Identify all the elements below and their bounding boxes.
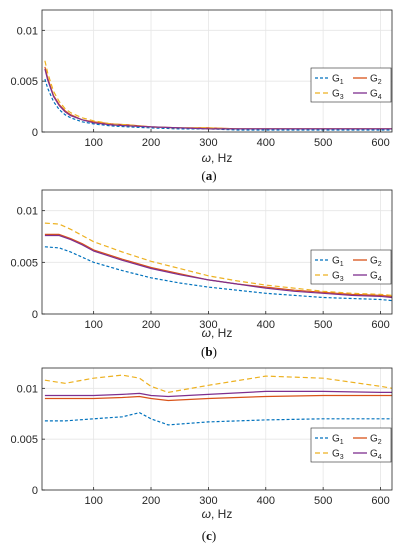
chart-panel-a: 100 200 300 400 500 600 0 0.005 0.01 ω, Hz (a) G1 G2… — [10, 9, 393, 183]
x-axis-label-unit: , Hz — [211, 507, 232, 521]
legend-label-g3: G3 — [332, 271, 344, 284]
legend-box — [310, 249, 392, 285]
x-axis-label-unit: , Hz — [211, 326, 232, 340]
x-tick-label: 200 — [142, 319, 160, 331]
series-line-g2 — [44, 394, 392, 402]
x-tick-label: 400 — [257, 137, 275, 149]
legend-label-g1: G1 — [332, 256, 344, 269]
legend-label-g2: G2 — [370, 256, 382, 269]
x-axis-label-symbol: ω — [202, 151, 211, 165]
x-tick-label: 600 — [371, 137, 389, 149]
x-axis-label-symbol: ω — [202, 507, 211, 521]
series-line-g1 — [44, 78, 392, 131]
series-line-g3 — [44, 222, 393, 296]
legend-label-g2: G2 — [370, 434, 382, 447]
x-tick-label: 400 — [257, 495, 275, 507]
chart-panel-c: 100 200 300 400 500 600 0 0.005 0.01 ω, Hz (c) G1 G2… — [10, 367, 393, 543]
y-tick-label: 0 — [32, 485, 38, 497]
legend-label-g4: G4 — [370, 89, 382, 102]
axes-frame — [41, 367, 393, 491]
y-tick-label: 0.01 — [17, 25, 38, 37]
x-tick-label: 500 — [314, 495, 332, 507]
legend-box — [310, 67, 392, 103]
x-tick-label: 200 — [142, 495, 160, 507]
legend-label-g4: G4 — [370, 449, 382, 462]
x-axis-label-unit: , Hz — [211, 151, 232, 165]
series-line-g1 — [44, 246, 393, 302]
y-tick-label: 0.005 — [10, 257, 38, 269]
y-tick-label: 0 — [32, 127, 38, 139]
x-tick-label: 300 — [199, 319, 217, 331]
x-axis-label: ω, Hz — [202, 326, 233, 340]
y-tick-label: 0 — [32, 309, 38, 321]
series-line-g3 — [44, 374, 393, 393]
panel-caption: (c) — [202, 528, 216, 543]
series-line-g4 — [44, 234, 393, 299]
x-tick-label: 400 — [257, 319, 275, 331]
y-tick-label: 0.01 — [17, 206, 38, 218]
x-tick-label: 600 — [371, 495, 389, 507]
legend-box — [310, 427, 392, 463]
legend: G1 G2 G3 G4 — [310, 67, 392, 103]
panel-caption-letter: c — [206, 528, 212, 543]
y-tick-label: 0.005 — [10, 434, 38, 446]
x-tick-label: 300 — [199, 495, 217, 507]
x-tick-label: 300 — [199, 137, 217, 149]
x-tick-label: 600 — [371, 319, 389, 331]
x-tick-label: 100 — [84, 319, 102, 331]
legend-label-g4: G4 — [370, 271, 382, 284]
axes-frame — [41, 189, 393, 315]
x-tick-label: 100 — [84, 137, 102, 149]
x-tick-label: 200 — [142, 137, 160, 149]
x-axis-label-symbol: ω — [202, 326, 211, 340]
legend-label-g2: G2 — [370, 74, 382, 87]
x-tick-label: 100 — [84, 495, 102, 507]
legend-label-g1: G1 — [332, 434, 344, 447]
y-tick-label: 0.005 — [10, 76, 38, 88]
x-tick-label: 500 — [314, 319, 332, 331]
series-line-g4 — [44, 390, 392, 398]
series-line-g1 — [44, 412, 392, 426]
legend-label-g3: G3 — [332, 449, 344, 462]
series-line-g4 — [44, 68, 392, 130]
x-axis-label: ω, Hz — [202, 151, 233, 165]
x-tick-label: 500 — [314, 137, 332, 149]
y-tick-label: 0.01 — [17, 383, 38, 395]
panel-caption: (b) — [201, 344, 217, 359]
x-axis-label: ω, Hz — [202, 507, 233, 521]
legend-label-g3: G3 — [332, 89, 344, 102]
legend-label-g1: G1 — [332, 74, 344, 87]
legend: G1 G2 G3 G4 — [310, 427, 392, 463]
panel-caption-letter: b — [205, 344, 212, 359]
panel-caption-letter: a — [206, 168, 213, 183]
axes-frame — [41, 9, 393, 133]
panel-caption: (a) — [201, 168, 216, 183]
legend: G1 G2 G3 G4 — [310, 249, 392, 285]
chart-panel-b: 100 200 300 400 500 600 0 0.005 0.01 ω, Hz (b) G1 G2… — [10, 189, 393, 359]
